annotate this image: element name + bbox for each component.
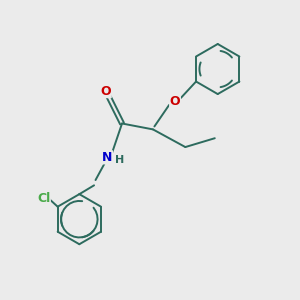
Text: N: N xyxy=(102,151,112,164)
Text: O: O xyxy=(100,85,111,98)
Text: H: H xyxy=(115,155,124,165)
Text: Cl: Cl xyxy=(37,192,50,205)
Text: O: O xyxy=(170,95,180,108)
